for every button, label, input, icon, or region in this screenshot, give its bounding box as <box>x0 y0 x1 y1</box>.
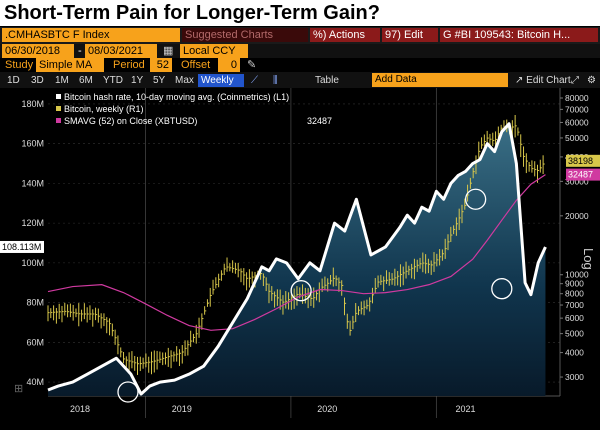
range-1y[interactable]: 1Y <box>131 75 144 86</box>
right-tick-label: 8000 <box>565 289 584 299</box>
hashrate-series <box>47 122 547 396</box>
left-tick-label: 40M <box>26 377 44 387</box>
hashrate-area <box>48 123 546 396</box>
annotation-circle <box>290 280 312 302</box>
pencil-icon[interactable]: ✎ <box>247 59 257 71</box>
right-tick-label: 5000 <box>565 329 584 339</box>
edit-chart-label: Edit Chart <box>526 75 571 86</box>
left-tick-label: 120M <box>21 218 44 228</box>
legend: Bitcoin hash rate, 10-day moving avg. (C… <box>56 92 332 126</box>
right-tick-label: 50000 <box>565 133 589 143</box>
right-tick-label: 3000 <box>565 372 584 382</box>
command-bar: .CMHASBTC F Index Suggested Charts %) Ac… <box>0 27 600 44</box>
ticker-field[interactable]: .CMHASBTC F Index <box>2 28 180 42</box>
date-from-field[interactable]: 06/30/2018 <box>2 44 74 58</box>
right-tick-label: 30000 <box>565 176 589 186</box>
legend-smavg-value: 32487 <box>307 116 332 126</box>
table-button[interactable]: Table <box>315 75 339 86</box>
last-value-bitcoin: 38198 <box>566 154 600 167</box>
legend-bitcoin: Bitcoin, weekly (R1) <box>64 104 144 114</box>
line-chart-icon[interactable]: ⟋ <box>251 75 258 86</box>
right-tick-label: 60000 <box>565 117 589 127</box>
left-tick-label: 180M <box>21 99 44 109</box>
study-field[interactable]: Simple MA <box>36 58 104 72</box>
legend-smavg: SMAVG (52) on Close (XBTUSD) <box>64 116 197 126</box>
settings-icon[interactable]: ⚙ <box>587 75 596 86</box>
page-title: Short-Term Pain for Longer-Term Gain? <box>0 0 600 26</box>
right-tick-label: 70000 <box>565 104 589 114</box>
add-data-field[interactable]: Add Data <box>372 73 508 87</box>
left-tick-label: 60M <box>26 337 44 347</box>
actions-button[interactable]: %) Actions <box>310 28 380 42</box>
range-5y[interactable]: 5Y <box>153 75 166 86</box>
security-field[interactable]: G #BI 109543: Bitcoin H... <box>440 28 598 42</box>
left-tick-label: 160M <box>21 139 44 149</box>
annotation-circles <box>117 188 513 403</box>
period-label: Period <box>113 59 145 71</box>
smavg-series <box>47 174 546 331</box>
last-value-smavg: 32487 <box>566 168 600 181</box>
legend-swatch-bitcoin <box>56 106 61 111</box>
calendar-icon[interactable]: ▦ <box>163 45 174 57</box>
right-tick-label: 20000 <box>565 211 589 221</box>
frequency-dropdown[interactable]: Weekly <box>198 74 244 87</box>
bitcoin-last-value: 38198 <box>568 156 593 166</box>
log-axis-label: Log <box>581 248 596 270</box>
x-tick-label: 2018 <box>70 404 90 414</box>
right-tick-label: 9000 <box>565 279 584 289</box>
left-tick-label: 100M <box>21 258 44 268</box>
suggested-charts-button[interactable]: Suggested Charts <box>182 28 308 42</box>
date-separator: - <box>78 45 82 57</box>
date-to-field[interactable]: 08/03/2021 <box>85 44 157 58</box>
x-tick-label: 2020 <box>317 404 337 414</box>
hashrate-last-value: 108.113M <box>2 242 41 252</box>
legend-hashrate: Bitcoin hash rate, 10-day moving avg. (C… <box>64 92 289 102</box>
offset-field[interactable]: 0 <box>218 58 240 72</box>
bitcoin-series <box>47 115 545 375</box>
study-label: Study <box>5 59 34 71</box>
range-6m[interactable]: 6M <box>79 75 93 86</box>
offset-label: Offset <box>181 59 211 71</box>
right-tick-label: 7000 <box>565 300 584 310</box>
range-3d[interactable]: 3D <box>31 75 44 86</box>
x-tick-label: 2021 <box>455 404 475 414</box>
range-1d[interactable]: 1D <box>7 75 20 86</box>
annotation-circle <box>464 188 487 210</box>
edit-chart-button[interactable]: ↗ Edit Chart <box>515 75 571 86</box>
x-tick-label: 2019 <box>172 404 192 414</box>
left-tick-label: 80M <box>26 298 44 308</box>
bar-chart-icon[interactable]: ⫼ <box>273 75 278 86</box>
range-max[interactable]: Max <box>175 75 194 86</box>
range-bar: 1D 3D 1M 6M YTD 1Y 5Y Max Weekly ⟋ ⫼ Tab… <box>0 72 600 88</box>
zoom-icon[interactable]: ⤢ <box>571 75 579 86</box>
right-tick-label: 6000 <box>565 313 584 323</box>
legend-swatch-hashrate <box>56 94 61 99</box>
period-field[interactable]: 52 <box>150 58 172 72</box>
edit-button[interactable]: 97) Edit <box>382 28 438 42</box>
annotation-circle <box>117 381 139 403</box>
annotation-circle <box>491 278 513 300</box>
smavg-last-value: 32487 <box>568 170 593 180</box>
date-bar: 06/30/2018 - 08/03/2021 ▦ Local CCY <box>0 44 600 58</box>
right-tick-label: 10000 <box>565 270 589 280</box>
legend-swatch-smavg <box>56 118 61 123</box>
right-tick-label: 80000 <box>565 93 589 103</box>
currency-field[interactable]: Local CCY <box>180 44 248 58</box>
right-tick-label: 4000 <box>565 348 584 358</box>
chart-options-icon[interactable]: ⊞ <box>14 383 23 395</box>
last-value-hashrate: 108.113M <box>0 240 44 253</box>
left-tick-label: 140M <box>21 178 44 188</box>
left-axis: 40M 60M 80M 100M 120M 140M 160M 180M <box>21 99 44 387</box>
study-bar: Study Simple MA Period 52 Offset 0 ✎ <box>0 58 600 72</box>
chart: 40M 60M 80M 100M 120M 140M 160M 180M 3000 4000 50… <box>0 88 600 430</box>
x-axis: 2018 2019 2020 2021 <box>70 404 475 414</box>
range-1m[interactable]: 1M <box>55 75 69 86</box>
range-ytd[interactable]: YTD <box>103 75 123 86</box>
